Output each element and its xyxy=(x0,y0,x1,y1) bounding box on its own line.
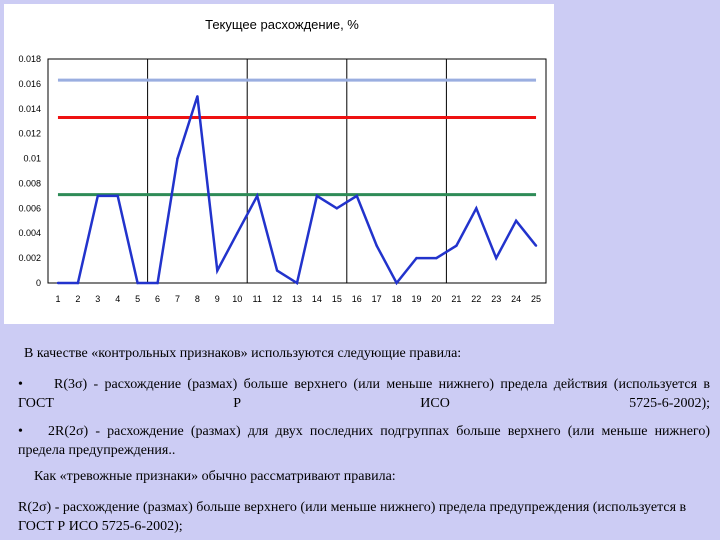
y-tick-label: 0.006 xyxy=(18,203,41,213)
x-tick-label: 9 xyxy=(215,294,220,304)
x-tick-label: 12 xyxy=(272,294,282,304)
data-point xyxy=(355,194,358,198)
x-tick-label: 11 xyxy=(252,294,261,304)
x-tick-label: 8 xyxy=(195,294,200,304)
data-point xyxy=(335,207,339,210)
x-tick-label: 24 xyxy=(511,294,521,304)
rule-line-1: • R(3σ) - расхождение (размах) больше вер… xyxy=(18,375,710,413)
data-point xyxy=(475,207,478,210)
rule-1-text: R(3σ) - расхождение (размах) больше верх… xyxy=(18,377,710,411)
data-point xyxy=(96,194,100,198)
x-tick-label: 25 xyxy=(531,294,541,304)
data-point xyxy=(76,281,80,285)
warning-intro: Как «тревожные признаки» обычно рассматр… xyxy=(18,467,710,486)
data-point xyxy=(156,281,159,285)
x-tick-label: 15 xyxy=(332,294,342,304)
x-tick-label: 20 xyxy=(431,294,441,304)
plot-frame xyxy=(47,58,547,284)
y-tick-label: 0.018 xyxy=(18,54,41,64)
warning-intro-label: Как «тревожные признаки» обычно рассматр… xyxy=(34,469,396,484)
rule-item-3: R(2σ) - расхождение (размах) больше верх… xyxy=(18,498,698,536)
data-point xyxy=(255,194,259,198)
y-tick-label: 0 xyxy=(36,278,41,288)
data-point xyxy=(56,281,60,285)
y-tick-label: 0.016 xyxy=(18,79,41,89)
y-tick-label: 0.002 xyxy=(18,253,41,263)
x-tick-label: 3 xyxy=(95,294,100,304)
data-point xyxy=(534,244,538,247)
x-tick-label: 22 xyxy=(471,294,481,304)
data-point xyxy=(176,157,179,160)
data-point xyxy=(415,256,418,260)
bullet-icon: • xyxy=(18,424,23,439)
data-point xyxy=(295,281,299,285)
y-tick-label: 0.01 xyxy=(23,154,41,164)
data-point xyxy=(395,281,398,285)
x-tick-label: 18 xyxy=(392,294,402,304)
data-point xyxy=(116,194,119,198)
chart-panel: Текущее расхождение, % 0 0.002 0.004 0.006 0… xyxy=(4,4,554,324)
intro-label: В качестве «контрольных признаков» испол… xyxy=(24,346,462,361)
chart-title: Текущее расхождение, % xyxy=(205,17,359,32)
rule-3-text: R(2σ) - расхождение (размах) больше верх… xyxy=(18,500,687,534)
x-tick-label: 17 xyxy=(372,294,382,304)
x-tick-label: 10 xyxy=(232,294,242,304)
data-point xyxy=(216,269,219,272)
rule-2-text: 2R(2σ) - расхождение (размах) для двух п… xyxy=(18,424,710,458)
x-tick-label: 5 xyxy=(135,294,140,304)
rule-item-1: • R(3σ) - расхождение (размах) больше вер… xyxy=(18,375,710,413)
x-tick-label: 23 xyxy=(491,294,501,304)
x-tick-label: 2 xyxy=(75,294,80,304)
x-tick-label: 6 xyxy=(155,294,160,304)
x-tick-label: 4 xyxy=(115,294,120,304)
series-line xyxy=(58,95,537,286)
data-point xyxy=(495,256,498,260)
data-point xyxy=(375,244,378,247)
x-tick-label: 13 xyxy=(292,294,302,304)
y-tick-label: 0.008 xyxy=(18,178,41,188)
data-point xyxy=(455,244,458,247)
y-tick-label: 0.012 xyxy=(18,129,41,139)
y-tick-label: 0.004 xyxy=(18,228,41,238)
data-point xyxy=(315,194,319,198)
data-point xyxy=(196,95,199,98)
data-point xyxy=(275,269,279,272)
rule-item-2: • 2R(2σ) - расхождение (размах) для двух … xyxy=(18,422,710,460)
y-tick-label: 0.014 xyxy=(18,104,41,114)
bullet-icon: • xyxy=(18,377,23,392)
x-tick-label: 19 xyxy=(412,294,422,304)
x-tick-label: 16 xyxy=(352,294,362,304)
data-point xyxy=(435,256,438,260)
line-chart: Текущее расхождение, % 0 0.002 0.004 0.006 0… xyxy=(18,17,547,304)
rule-line-2: • 2R(2σ) - расхождение (размах) для двух … xyxy=(18,422,710,460)
data-point xyxy=(236,232,239,235)
x-tick-label: 1 xyxy=(55,294,60,304)
x-tick-label: 21 xyxy=(451,294,461,304)
x-tick-label: 7 xyxy=(175,294,180,304)
x-tick-label: 14 xyxy=(312,294,322,304)
data-point xyxy=(514,219,518,222)
intro-text: В качестве «контрольных признаков» испол… xyxy=(18,344,710,363)
data-point xyxy=(136,281,139,285)
